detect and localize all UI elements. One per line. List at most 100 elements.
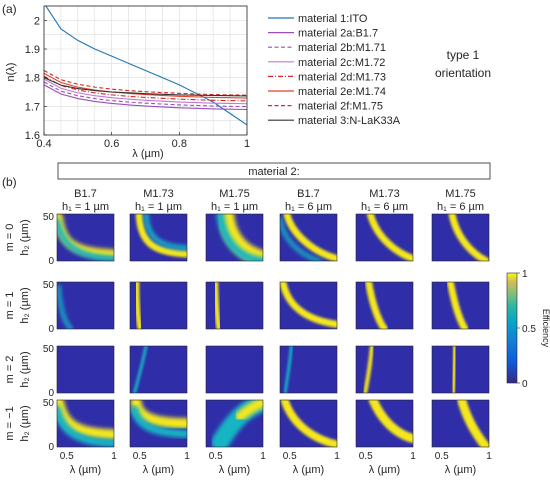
- heatmap-frame: [279, 281, 338, 330]
- efficiency-band: [280, 400, 337, 447]
- efficiency-band: [363, 346, 374, 393]
- series-line-7: [44, 77, 247, 97]
- x-tick-label: 0.5: [283, 451, 297, 462]
- efficiency-band: [57, 284, 74, 329]
- legend-box: [265, 5, 419, 131]
- row-ylabel: h₂ (µm): [19, 287, 31, 323]
- efficiency-band: [57, 405, 114, 447]
- heatmap-cell-r3-c0: [57, 400, 114, 447]
- legend-entry-4: material 2d:M1.73: [298, 71, 386, 83]
- heatmap-frame: [431, 345, 490, 394]
- series-line-4: [44, 75, 247, 102]
- legend-entry-2: material 2b:M1.71: [298, 42, 386, 54]
- x-tick-label: 1: [260, 451, 266, 462]
- x-tick-label: 0.6: [104, 138, 119, 150]
- y-tick-label: 1.6: [25, 130, 40, 142]
- series-line-6: [44, 70, 247, 96]
- panel-a-label: (a): [2, 2, 17, 16]
- row-ylabel: h₂ (µm): [19, 219, 31, 255]
- heatmap-frame: [355, 345, 414, 394]
- legend-entry-3: material 2c:M1.72: [298, 57, 385, 69]
- series-line-3: [44, 78, 247, 105]
- legend-entry-5: material 2e:M1.74: [298, 86, 386, 98]
- x-tick-label: 1: [111, 451, 117, 462]
- y-tick-label: 50: [43, 212, 55, 223]
- heatmap-frame: [56, 213, 115, 262]
- efficiency-band: [368, 400, 413, 444]
- plot-a-xlabel: λ (µm): [132, 148, 163, 160]
- column-h1-label: h₁ = 6 µm: [361, 201, 408, 213]
- y-tick-label: 1.9: [25, 44, 40, 56]
- heatmap-frame: [56, 345, 115, 394]
- x-tick-label: 0.5: [435, 451, 449, 462]
- x-tick-label: 1: [486, 451, 492, 462]
- y-tick-label: 2: [34, 15, 40, 27]
- heatmap-cell-r0-c3: [280, 214, 337, 261]
- plot-a-legend: material 1:ITO material 2a:B1.7 material 2…: [265, 5, 419, 131]
- column-material-label: M1.75: [445, 188, 476, 200]
- heatmap-cell-r2-c2: [206, 346, 263, 393]
- heatmap-cell-r2-c0: [57, 346, 114, 393]
- efficiency-band: [446, 282, 469, 329]
- heatmap-background: [57, 346, 114, 393]
- colorbar-gradient: [506, 272, 518, 384]
- column-material-label: B1.7: [74, 188, 97, 200]
- heatmap-background: [130, 346, 187, 393]
- legend-entry-6: material 2f:M1.75: [298, 101, 383, 113]
- heatmap-frame: [205, 281, 264, 330]
- heatmap-frame: [279, 345, 338, 394]
- series-line-5: [44, 72, 247, 99]
- heatmap-cell-r1-c4: [356, 282, 413, 329]
- column-h1-label: h₁ = 6 µm: [285, 201, 332, 213]
- row-label: m = −1: [4, 406, 16, 440]
- legend-entry-0: material 1:ITO: [298, 13, 368, 25]
- material-header-text: material 2:: [248, 166, 299, 178]
- efficiency-band: [130, 400, 187, 429]
- colorbar-label-mid: 0.5: [522, 324, 536, 335]
- colorbar-label-min: 0: [522, 379, 528, 390]
- series-line-2: [44, 81, 247, 108]
- row-ylabel: h₂ (µm): [19, 405, 31, 441]
- efficiency-band: [213, 282, 222, 329]
- heatmap-background: [432, 346, 489, 393]
- heatmap-cell-r3-c4: [356, 400, 413, 447]
- x-axis-label: λ (µm): [219, 464, 250, 476]
- column-material-label: M1.73: [143, 188, 174, 200]
- heatmap-frame: [129, 213, 188, 262]
- column-material-label: M1.75: [219, 188, 250, 200]
- x-tick-label: 0.8: [172, 138, 187, 150]
- heatmap-background: [206, 346, 263, 393]
- x-tick-label: 0.5: [209, 451, 223, 462]
- row-ylabel: h₂ (µm): [19, 351, 31, 387]
- heatmap-cell-r0-c1: [130, 214, 187, 261]
- heatmap-frame: [205, 213, 264, 262]
- y-tick-label: 1.7: [25, 101, 40, 113]
- plot-a-grid: [43, 5, 248, 136]
- colorbar-label-max: 1: [522, 269, 528, 280]
- column-h1-label: h₁ = 1 µm: [135, 201, 182, 213]
- heatmap-cell-r1-c2: [206, 282, 263, 329]
- efficiency-band: [457, 400, 489, 447]
- heatmap-frame: [205, 399, 264, 448]
- efficiency-band: [283, 346, 293, 393]
- material-header-box: [57, 162, 491, 180]
- efficiency-band: [130, 405, 187, 438]
- y-tick-label: 1.8: [25, 73, 40, 85]
- panel-b-label: (b): [2, 175, 17, 189]
- efficiency-band: [451, 346, 457, 393]
- x-tick-label: 1: [334, 451, 340, 462]
- heatmap-background: [356, 282, 413, 329]
- orientation-label: orientation: [435, 66, 491, 80]
- series-line-1: [44, 84, 247, 111]
- heatmap-cell-r2-c1: [130, 346, 187, 393]
- heatmap-frame: [129, 345, 188, 394]
- efficiency-colorbar: 1 0.5 0 Efficiency: [506, 269, 550, 390]
- efficiency-band: [216, 214, 263, 261]
- efficiency-band: [283, 214, 337, 261]
- heatmap-cell-r2-c4: [356, 346, 413, 393]
- heatmap-frame: [129, 399, 188, 448]
- type-label: type 1: [447, 48, 480, 62]
- y-tick-label: 0: [48, 324, 54, 335]
- plot-a-ticks: 0.4 0.6 0.8 1 1.6 1.7 1.8 1.9 2: [25, 15, 250, 150]
- column-h1-label: h₁ = 1 µm: [211, 201, 258, 213]
